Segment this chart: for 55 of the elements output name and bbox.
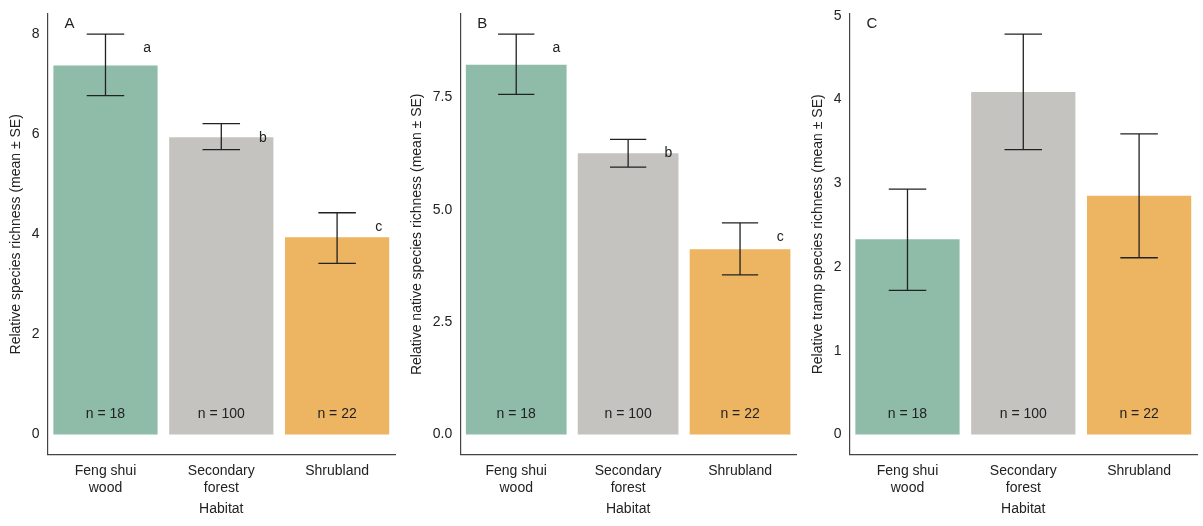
annotation: a bbox=[143, 38, 152, 55]
y-tick-label: 5.0 bbox=[432, 200, 453, 217]
x-tick-label: Secondary forest bbox=[989, 461, 1057, 495]
y-axis-title: Relative native species richness (mean ± SE) bbox=[408, 93, 425, 376]
annotation: n = 18 bbox=[85, 405, 126, 422]
bar bbox=[971, 91, 1076, 435]
bar bbox=[689, 249, 791, 435]
y-tick-label: 4 bbox=[833, 90, 842, 107]
bar bbox=[53, 65, 158, 435]
y-tick-label: 1 bbox=[833, 341, 842, 358]
y-tick-label: 0.0 bbox=[432, 425, 453, 442]
chart-title: B bbox=[477, 14, 488, 32]
y-tick-label: 4 bbox=[31, 225, 40, 242]
bar bbox=[1086, 195, 1192, 435]
x-tick-label: Shrubland bbox=[1107, 461, 1172, 478]
y-tick-label: 2.5 bbox=[432, 312, 453, 329]
y-tick-label: 7.5 bbox=[432, 88, 453, 105]
x-tick-label: Feng shui wood bbox=[876, 461, 939, 495]
x-tick-label: Shrubland bbox=[708, 461, 772, 478]
y-tick-label: 0 bbox=[833, 425, 842, 442]
annotation: n = 22 bbox=[720, 405, 760, 422]
annotation: a bbox=[552, 39, 561, 56]
annotation: n = 100 bbox=[999, 405, 1048, 422]
y-axis-title: Relative species richness (mean ± SE) bbox=[7, 114, 24, 355]
annotation: c bbox=[776, 227, 784, 244]
x-tick-label: Secondary forest bbox=[187, 461, 255, 495]
y-tick-label: 5 bbox=[833, 6, 842, 23]
bar bbox=[465, 64, 567, 435]
y-tick-label: 3 bbox=[833, 174, 842, 191]
annotation: n = 18 bbox=[887, 405, 928, 422]
annotation: n = 100 bbox=[197, 405, 246, 422]
bar bbox=[855, 239, 960, 435]
y-tick-label: 2 bbox=[833, 257, 842, 274]
annotation: b bbox=[259, 128, 268, 145]
y-tick-label: 6 bbox=[31, 125, 40, 142]
annotation: n = 100 bbox=[604, 405, 652, 422]
x-tick-label: Feng shui wood bbox=[74, 461, 137, 495]
chart-title: C bbox=[866, 14, 878, 32]
x-tick-label: Shrubland bbox=[305, 461, 370, 478]
bar bbox=[284, 237, 390, 435]
x-axis-title: Habitat bbox=[1001, 500, 1046, 517]
y-tick-label: 0 bbox=[31, 425, 40, 442]
chart-title: A bbox=[64, 14, 75, 32]
x-axis-title: Habitat bbox=[199, 500, 244, 517]
y-tick-label: 8 bbox=[31, 24, 40, 41]
x-axis-title: Habitat bbox=[605, 500, 651, 517]
annotation: n = 22 bbox=[1119, 405, 1159, 422]
y-axis-title: Relative tramp species richness (mean ± SE) bbox=[809, 94, 826, 375]
annotation: c bbox=[375, 217, 383, 234]
annotation: n = 22 bbox=[317, 405, 357, 422]
y-tick-label: 2 bbox=[31, 325, 40, 342]
x-tick-label: Secondary forest bbox=[594, 461, 662, 495]
x-tick-label: Feng shui wood bbox=[485, 461, 547, 495]
annotation: b bbox=[664, 144, 673, 161]
annotation: n = 18 bbox=[496, 405, 537, 422]
